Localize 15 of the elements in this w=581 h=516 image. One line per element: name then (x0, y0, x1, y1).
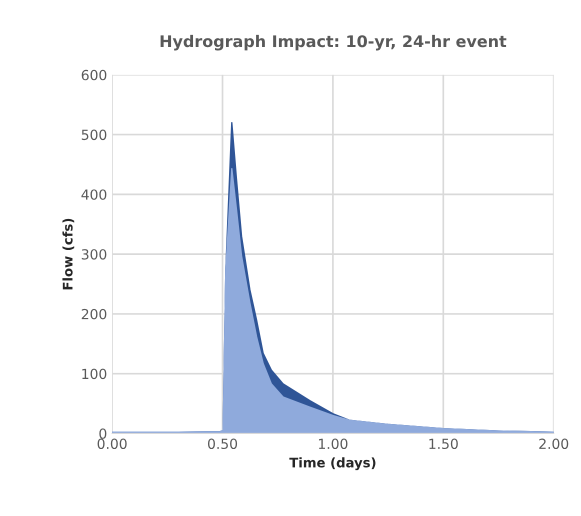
x-tick-label: 2.00 (539, 438, 568, 450)
x-tick-label: 1.00 (318, 438, 348, 450)
y-axis-title: Flow (cfs) (62, 218, 74, 290)
x-axis-title: Time (days) (289, 457, 376, 470)
y-tick-label: 600 (82, 70, 106, 80)
chart-title: Hydrograph Impact: 10-yr, 24-hr event (160, 34, 506, 50)
x-tick-label: 0.00 (98, 438, 127, 450)
x-tick-label: 0.50 (208, 438, 238, 450)
y-tick-label: 0 (99, 428, 106, 439)
y-tick-label: 500 (82, 130, 106, 140)
y-tick-label: 200 (82, 308, 106, 320)
y-tick-label: 300 (82, 249, 106, 260)
x-tick-label: 1.50 (429, 438, 458, 450)
y-tick-label: 400 (81, 189, 106, 200)
y-tick-label: 100 (82, 368, 106, 380)
